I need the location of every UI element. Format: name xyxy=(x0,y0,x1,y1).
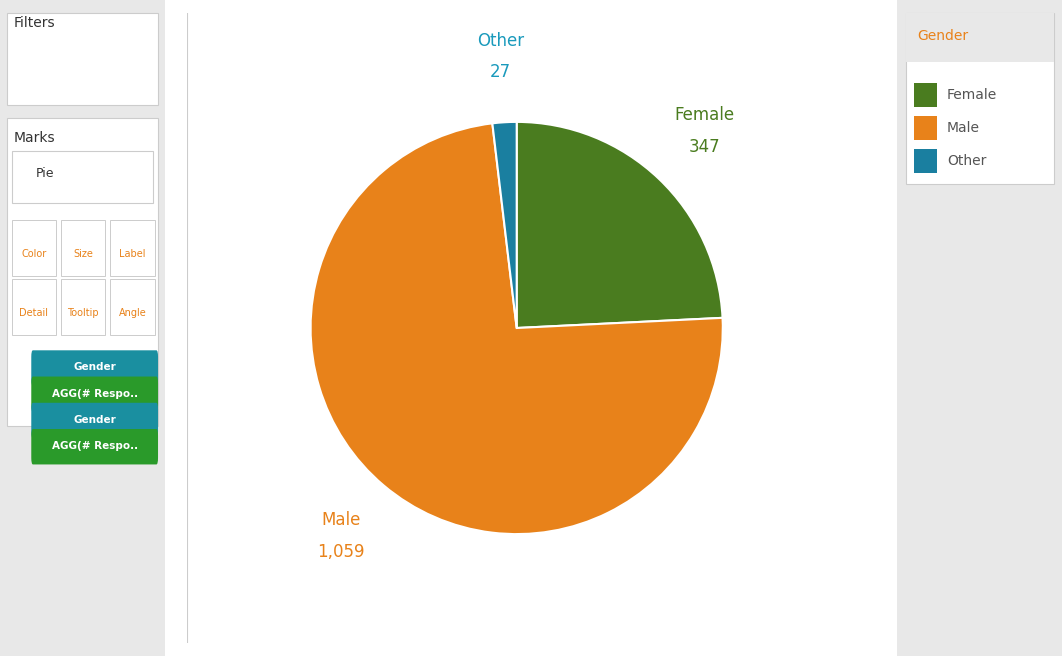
Text: Angle: Angle xyxy=(119,308,147,318)
Text: 1,059: 1,059 xyxy=(318,543,365,561)
Text: Other: Other xyxy=(947,154,987,168)
FancyBboxPatch shape xyxy=(12,279,56,335)
FancyBboxPatch shape xyxy=(31,377,158,412)
Text: Marks: Marks xyxy=(13,131,55,145)
Text: Filters: Filters xyxy=(13,16,55,30)
Bar xyxy=(913,149,937,173)
Text: Gender: Gender xyxy=(73,415,116,425)
Text: Detail: Detail xyxy=(19,308,48,318)
FancyBboxPatch shape xyxy=(110,279,155,335)
FancyBboxPatch shape xyxy=(110,220,155,276)
Text: Male: Male xyxy=(947,121,980,135)
Text: 347: 347 xyxy=(688,138,720,155)
Text: Gender: Gender xyxy=(73,362,116,373)
FancyBboxPatch shape xyxy=(61,220,105,276)
Text: Other: Other xyxy=(477,31,525,50)
Text: Pie: Pie xyxy=(36,167,55,180)
Text: Color: Color xyxy=(21,249,47,259)
Text: AGG(# Respo..: AGG(# Respo.. xyxy=(52,388,138,399)
Text: Label: Label xyxy=(119,249,145,259)
FancyBboxPatch shape xyxy=(906,13,1054,62)
FancyBboxPatch shape xyxy=(906,13,1054,184)
FancyBboxPatch shape xyxy=(6,13,158,105)
FancyBboxPatch shape xyxy=(6,118,158,426)
Wedge shape xyxy=(310,123,723,534)
FancyBboxPatch shape xyxy=(12,151,153,203)
FancyBboxPatch shape xyxy=(31,429,158,464)
FancyBboxPatch shape xyxy=(12,220,56,276)
Text: Size: Size xyxy=(73,249,93,259)
FancyBboxPatch shape xyxy=(31,350,158,386)
FancyBboxPatch shape xyxy=(61,279,105,335)
Text: Female: Female xyxy=(674,106,734,124)
Bar xyxy=(913,83,937,107)
Bar xyxy=(913,116,937,140)
FancyBboxPatch shape xyxy=(31,403,158,438)
Text: AGG(# Respo..: AGG(# Respo.. xyxy=(52,441,138,451)
Text: Tooltip: Tooltip xyxy=(67,308,99,318)
Wedge shape xyxy=(493,122,517,328)
Text: 27: 27 xyxy=(490,63,511,81)
Text: Female: Female xyxy=(947,88,997,102)
Wedge shape xyxy=(517,122,722,328)
Text: Gender: Gender xyxy=(918,29,969,43)
Text: Male: Male xyxy=(322,511,361,529)
